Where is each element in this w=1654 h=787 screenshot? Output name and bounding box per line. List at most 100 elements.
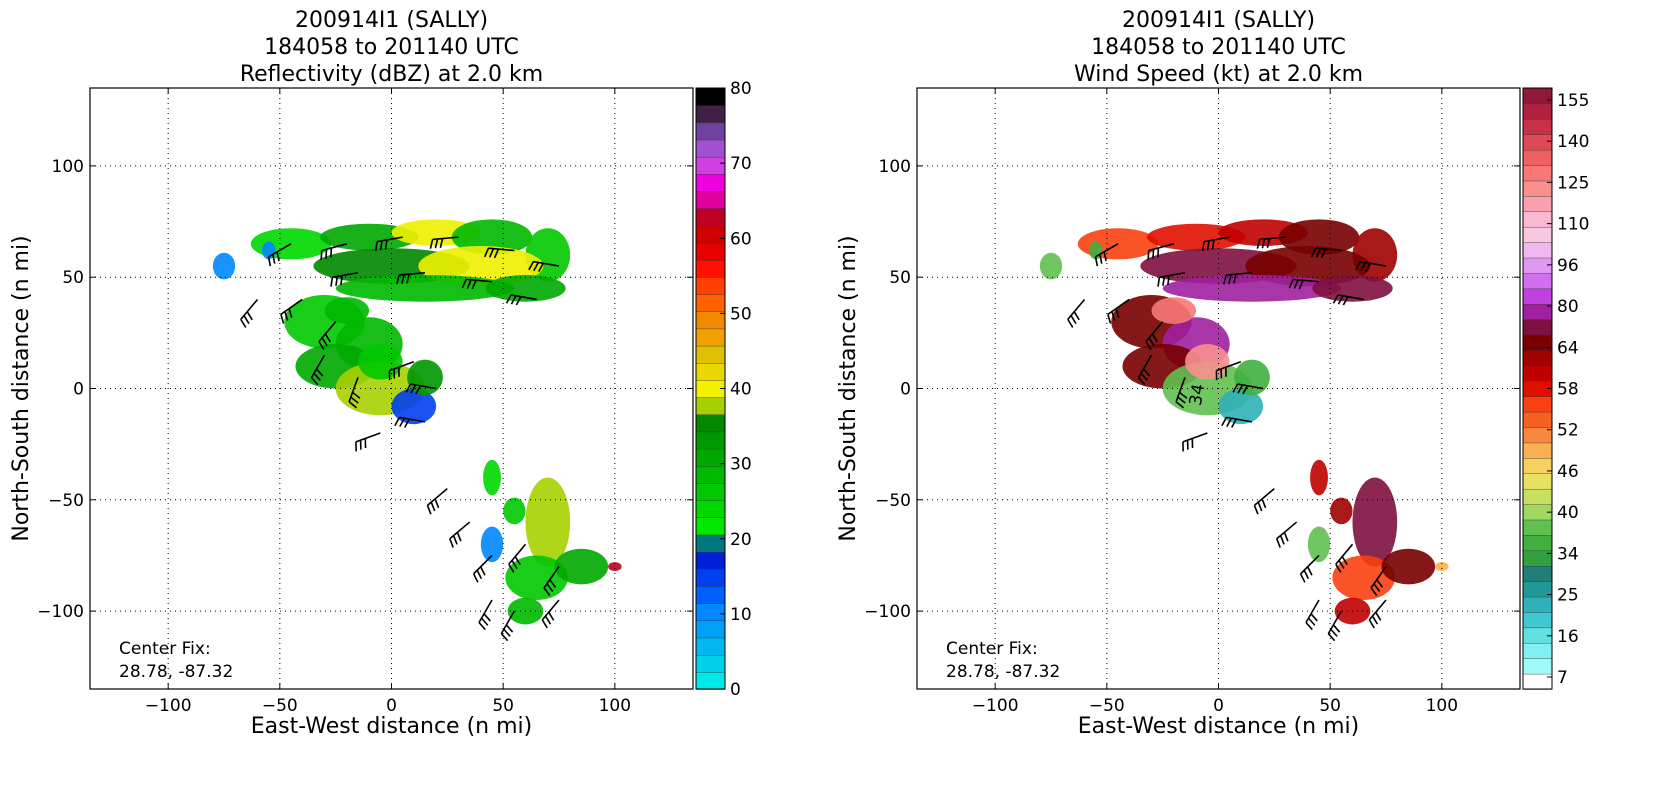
wind-barb-feather (1288, 279, 1294, 289)
reflectivity-chart: 200914I1 (SALLY)184058 to 201140 UTCRefl… (9, 8, 752, 739)
colorbar-segment (695, 173, 726, 192)
wind-barb-feather (511, 559, 518, 569)
wind-barb-feather (1307, 617, 1316, 626)
colorbar-segment (695, 311, 726, 330)
wind-barb-feather (1177, 396, 1186, 404)
wind-barb-feather (330, 247, 333, 258)
x-axis-label: East-West distance (n mi) (1078, 714, 1359, 739)
gridlines (90, 88, 693, 689)
wind-barb-staff (1327, 610, 1343, 635)
colorbar-tick-label: 70 (730, 154, 752, 174)
colorbar-segment (1522, 164, 1553, 182)
colorbar-segment (695, 190, 726, 209)
colorbar-segment (695, 414, 726, 433)
wind-barb-feather (1365, 262, 1371, 273)
colorbar-segment (695, 345, 726, 364)
echo-blob (483, 459, 501, 496)
colorbar-tick-label: 60 (730, 229, 752, 249)
colorbar-segment (1522, 365, 1553, 382)
colorbar-tick-label: 25 (1557, 586, 1579, 606)
wind-barb-feather (1306, 566, 1313, 576)
colorbar-segment (695, 585, 726, 604)
center-fix-line-2: 28.78, -87.32 (946, 662, 1060, 682)
colorbar-tick-label: 20 (730, 530, 752, 550)
wind-barb-feather (1115, 308, 1120, 318)
colorbar: 7 16 25 34 40 46 52 58 64 80 96 110 125 140 155 (1522, 87, 1589, 690)
colorbar-tick-label: 58 (1557, 380, 1579, 400)
y-tick-label: 100 (879, 157, 911, 177)
wind-barb-feather (410, 384, 417, 394)
wind-barb-feather (1094, 256, 1099, 267)
colorbar-segment (695, 465, 726, 484)
y-tick-label: −100 (37, 602, 84, 622)
colorbar-segment (695, 431, 726, 450)
colorbar-segment (1522, 118, 1553, 135)
colorbar-segment (1522, 550, 1553, 567)
wind-barb-feather (1305, 621, 1313, 631)
colorbar-segment (695, 482, 726, 501)
echo-blob (503, 497, 526, 525)
colorbar-segment (695, 104, 726, 124)
wind-barb-feather (548, 611, 555, 621)
x-tick-label: −100 (972, 696, 1019, 716)
colorbar-segment (695, 637, 726, 656)
wind-barb-feather (1253, 505, 1259, 515)
colorbar-segment (1522, 673, 1553, 690)
wind-barb-feather (1179, 391, 1188, 399)
gridlines (917, 88, 1520, 689)
wind-barb-feather (533, 262, 540, 272)
colorbar-segment (1522, 488, 1553, 505)
wind-barb-feather (406, 273, 410, 284)
colorbar-tick-label: 80 (1557, 297, 1579, 317)
colorbar-tick-label: 140 (1557, 132, 1589, 152)
wind-barb-feather (1370, 587, 1378, 596)
wind-barb-feather (1232, 383, 1239, 393)
wind-barb-feather (471, 279, 477, 290)
wind-barb-feather (1152, 249, 1155, 259)
wind-barb-feather (1371, 615, 1379, 625)
colorbar-segment (695, 568, 726, 587)
wind-barb-feather (1299, 573, 1306, 583)
wind-barb-feather (321, 337, 328, 347)
wind-barb-feather (1175, 401, 1185, 409)
x-tick-label: 100 (599, 696, 631, 716)
wind-barb-feather (280, 314, 285, 324)
colorbar-tick-label: 16 (1557, 627, 1579, 647)
wind-barb-feather (1206, 240, 1210, 251)
wind-barb-staff (500, 610, 516, 635)
wind-barb-feather (330, 277, 334, 287)
wind-barb-feather (1107, 314, 1112, 324)
colorbar-segment (695, 156, 726, 175)
y-tick-label: 0 (900, 380, 911, 400)
echo-blob (407, 359, 443, 396)
wind-barb-feather (246, 311, 253, 321)
reflectivity-panel: 200914I1 (SALLY) 184058 to 201140 UTC Refl… (9, 8, 752, 739)
colorbar-segment (695, 122, 726, 141)
wind-barb-feather (1070, 315, 1077, 325)
wind-barb-feather (1257, 501, 1263, 512)
wind-barb-feather (1140, 372, 1148, 381)
colorbar-segment (695, 225, 726, 244)
wind-barb-feather (404, 418, 410, 428)
y-tick-label: −50 (48, 491, 84, 511)
colorbar-segment (695, 139, 726, 158)
wind-barb-feather (483, 613, 491, 622)
colorbar-segment (1522, 257, 1553, 274)
wind-barb-feather (1276, 538, 1281, 548)
echo-blob (1330, 497, 1353, 525)
colorbar-tick-label: 64 (1557, 338, 1579, 358)
wind-barb-feather (384, 239, 388, 250)
y-axis-label: North-South distance (n mi) (9, 235, 34, 541)
wind-barb-feather (1332, 294, 1339, 304)
colorbar-segment (1522, 396, 1553, 413)
center-fix-line-1: Center Fix: (119, 639, 211, 659)
echo-blob (1234, 359, 1270, 396)
wind-barbs (1067, 236, 1387, 642)
y-tick-label: −50 (875, 491, 911, 511)
wind-barb-feather (1283, 532, 1289, 542)
colorbar-segment (1522, 103, 1553, 120)
wind-barb-feather (399, 417, 406, 427)
echo-blob (1185, 343, 1230, 380)
contour-label: 34 (1186, 382, 1209, 407)
colorbar-segment (695, 276, 726, 295)
